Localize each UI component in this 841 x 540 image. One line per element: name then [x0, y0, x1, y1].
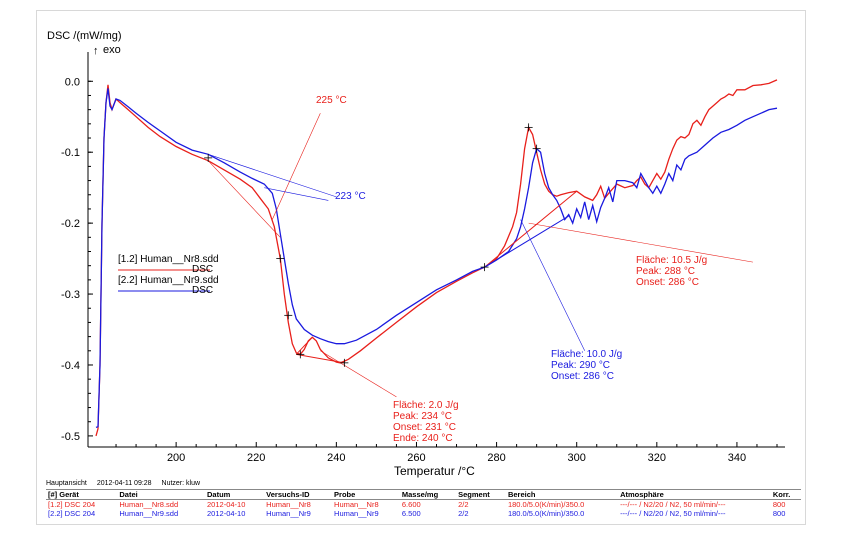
annotation-blue-onset: 223 °C [335, 191, 366, 202]
footer-view: Hauptansicht [46, 480, 87, 487]
footer-date: 2012-04-11 09:28 [96, 480, 152, 487]
table-row: [1.2] DSC 204 Human__Nr8.sdd 2012-04-10 … [46, 500, 801, 509]
footer-user: Nutzer: kluw [161, 480, 201, 487]
annotation-red-onset: 225 °C [316, 95, 347, 106]
col-header: Masse/mg [399, 489, 457, 500]
annotation-line: Peak: 288 °C [636, 266, 695, 277]
table-cell: [2.2] DSC 204 [48, 509, 96, 518]
annotation-line: Onset: 286 °C [551, 371, 614, 382]
annotation-line: Onset: 231 °C [393, 422, 456, 433]
annotation-line: Ende: 240 °C [393, 433, 453, 444]
annotation-line: Fläche: 10.0 J/g [551, 349, 622, 360]
table-cell: Human__Nr9 [334, 509, 379, 518]
footer-table-header: [#] Gerät Datei Datum Versuchs-ID Probe … [46, 489, 801, 500]
table-cell: Human__Nr9.sdd [119, 509, 179, 518]
y-tick-label: -0.5 [61, 431, 80, 443]
annotation-line: Onset: 286 °C [636, 277, 699, 288]
col-header: Versuchs-ID [264, 489, 333, 500]
legend-series-1-sub: DSC [192, 264, 213, 275]
table-cell: 2/2 [458, 500, 469, 509]
series-line-1 [95, 79, 778, 437]
legend: [1.2] Human__Nr8.sdd DSC [2.2] Human__Nr… [118, 254, 219, 296]
x-tick-label: 280 [487, 452, 505, 464]
footer-header-line: Hauptansicht 2012-04-11 09:28 Nutzer: kl… [46, 480, 208, 487]
annotation-line: Fläche: 2.0 J/g [393, 400, 459, 411]
tangent-line [207, 160, 281, 238]
col-header: Bereich [505, 489, 619, 500]
table-row: [2.2] DSC 204 Human__Nr9.sdd 2012-04-10 … [46, 509, 801, 518]
table-cell: 180.0/5.0(K/min)/350.0 [507, 509, 585, 518]
table-cell: 6.600 [401, 500, 421, 509]
table-cell: 2012-04-10 [207, 509, 246, 518]
table-cell: 2012-04-10 [207, 500, 246, 509]
baseline-line [484, 215, 569, 268]
table-cell: ---/--- / N2/20 / N2, 50 ml/min/--- [620, 509, 726, 518]
table-cell: Human__Nr8 [334, 500, 379, 509]
table-cell: 800 [772, 509, 786, 518]
series-line-2 [95, 88, 778, 429]
baseline-line [296, 353, 345, 364]
table-cell: ---/--- / N2/20 / N2, 50 ml/min/--- [620, 500, 726, 509]
table-cell: 800 [772, 500, 786, 509]
annotation-line: Peak: 290 °C [551, 360, 610, 371]
col-header: Korr. [770, 489, 801, 500]
ticks: 200 220 240 260 280 300 320 340 0.0 -0.1 -0.2 -0.3 -… [61, 76, 778, 464]
series-layer [95, 79, 778, 437]
x-tick-label: 260 [407, 452, 425, 464]
annotation-layer [204, 113, 754, 398]
annotation-red-peak2: Fläche: 10.5 J/g Peak: 288 °C Onset: 286… [636, 255, 707, 288]
annotation-red-peak1: Fläche: 2.0 J/g Peak: 234 °C Onset: 231 … [393, 400, 459, 444]
y-tick-label: 0.0 [65, 76, 80, 88]
col-header: Probe [332, 489, 400, 500]
table-cell: [1.2] DSC 204 [48, 500, 96, 509]
x-tick-label: 220 [247, 452, 265, 464]
leader-line [528, 222, 754, 263]
exo-arrow-icon: ↑ [93, 45, 99, 57]
table-cell: Human__Nr8.sdd [119, 500, 179, 509]
x-tick-label: 300 [568, 452, 586, 464]
tangent-line [208, 154, 337, 198]
leader-line [271, 113, 321, 220]
annotation-blue-peak: Fläche: 10.0 J/g Peak: 290 °C Onset: 286… [551, 349, 622, 382]
table-cell: Human__Nr8 [266, 500, 311, 509]
annotation-line: Fläche: 10.5 J/g [636, 255, 707, 266]
baseline-line [295, 336, 313, 355]
chart-frame [36, 10, 806, 525]
legend-series-2-name: [2.2] Human__Nr9.sdd [118, 275, 219, 286]
x-axis-label: Temperatur /°C [394, 464, 475, 478]
footer-table: [#] Gerät Datei Datum Versuchs-ID Probe … [46, 489, 801, 518]
y-axis-label: DSC /(mW/mg) [47, 30, 122, 42]
exo-label: exo [103, 44, 121, 56]
table-cell: 6.500 [401, 509, 421, 518]
x-tick-label: 320 [648, 452, 666, 464]
col-header: Datei [117, 489, 206, 500]
table-cell: 180.0/5.0(K/min)/350.0 [507, 500, 585, 509]
y-tick-label: -0.3 [61, 289, 80, 301]
table-cell: 2/2 [458, 509, 469, 518]
leader-line [264, 187, 329, 201]
y-tick-label: -0.4 [61, 360, 80, 372]
x-tick-label: 340 [728, 452, 746, 464]
col-header: Segment [456, 489, 506, 500]
col-header: [#] Gerät [46, 489, 118, 500]
legend-series-1-name: [1.2] Human__Nr8.sdd [118, 254, 219, 265]
leader-line [320, 350, 397, 398]
x-tick-label: 240 [327, 452, 345, 464]
y-tick-label: -0.1 [61, 147, 80, 159]
leader-line [520, 219, 585, 351]
annotation-line: Peak: 234 °C [393, 411, 452, 422]
baseline-line [484, 190, 578, 268]
col-header: Atmosphäre [618, 489, 771, 500]
col-header: Datum [205, 489, 265, 500]
y-tick-label: -0.2 [61, 218, 80, 230]
legend-series-2-sub: DSC [192, 285, 213, 296]
table-cell: Human__Nr9 [266, 509, 311, 518]
x-tick-label: 200 [167, 452, 185, 464]
